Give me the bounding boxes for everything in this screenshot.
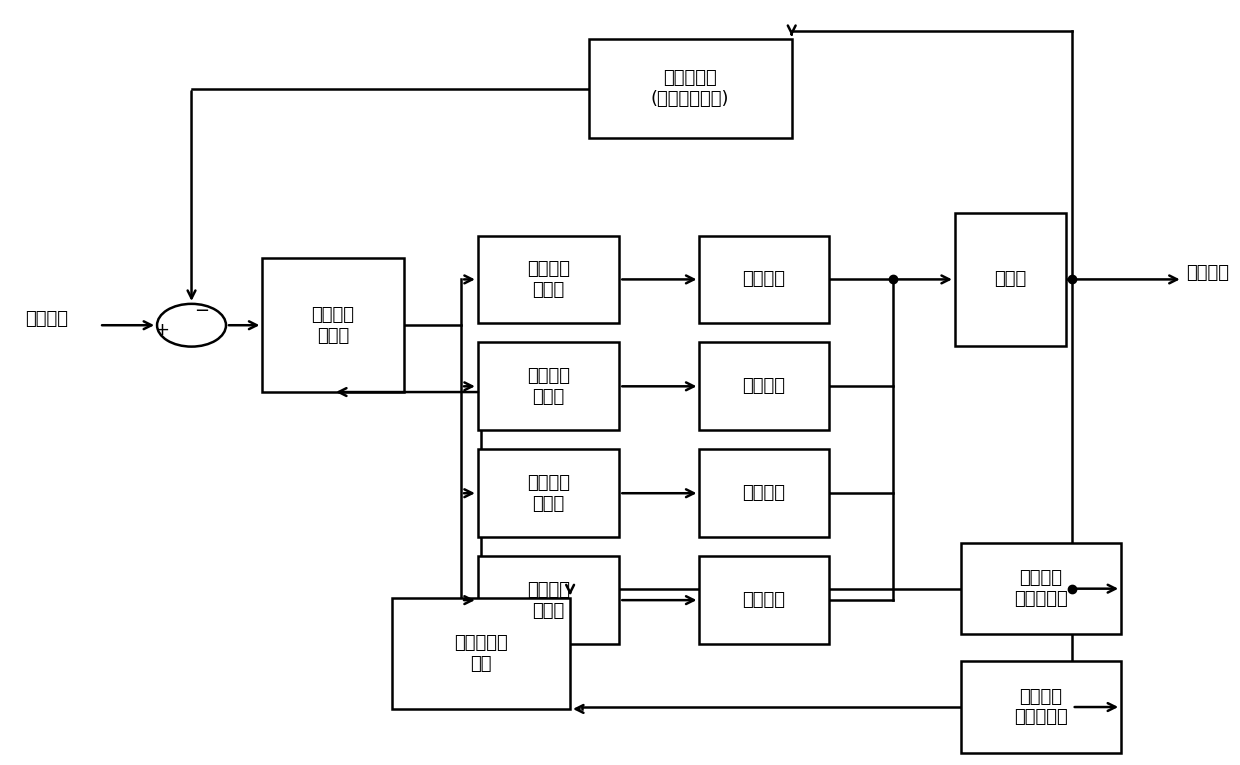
Text: 环冷风机: 环冷风机 <box>743 270 785 288</box>
FancyBboxPatch shape <box>699 343 828 430</box>
Text: 环冷风机
控制器: 环冷风机 控制器 <box>311 306 355 344</box>
Text: +: + <box>155 321 170 339</box>
FancyBboxPatch shape <box>477 556 619 644</box>
Text: 漏风检测服
务器: 漏风检测服 务器 <box>454 634 507 673</box>
Text: 环冷风机
变频器: 环冷风机 变频器 <box>527 260 570 299</box>
FancyBboxPatch shape <box>589 39 791 138</box>
Text: 环冷机: 环冷机 <box>994 270 1027 288</box>
FancyBboxPatch shape <box>263 259 404 392</box>
Text: 风量检测仪
(每台风机一个): 风量检测仪 (每台风机一个) <box>651 69 729 108</box>
FancyBboxPatch shape <box>477 236 619 324</box>
Text: 环冷风量: 环冷风量 <box>1187 264 1229 282</box>
Text: 环冷风机
变频器: 环冷风机 变频器 <box>527 474 570 513</box>
FancyBboxPatch shape <box>477 449 619 537</box>
Text: 环冷风机
变频器: 环冷风机 变频器 <box>527 367 570 405</box>
FancyBboxPatch shape <box>392 598 570 709</box>
Text: 环冷风机
变频器: 环冷风机 变频器 <box>527 581 570 620</box>
FancyBboxPatch shape <box>699 236 828 324</box>
Text: −: − <box>193 302 208 321</box>
Text: 环冷风机: 环冷风机 <box>743 591 785 609</box>
Text: 环冷风机: 环冷风机 <box>743 484 785 503</box>
Text: 风机声音
信号采集器: 风机声音 信号采集器 <box>1014 688 1068 727</box>
FancyBboxPatch shape <box>477 343 619 430</box>
Text: 台车声音
信号采集器: 台车声音 信号采集器 <box>1014 569 1068 608</box>
FancyBboxPatch shape <box>961 661 1121 753</box>
FancyBboxPatch shape <box>699 556 828 644</box>
FancyBboxPatch shape <box>955 213 1065 347</box>
FancyBboxPatch shape <box>961 543 1121 634</box>
Text: 计算风量: 计算风量 <box>25 310 68 328</box>
Text: 环冷风机: 环冷风机 <box>743 377 785 396</box>
FancyBboxPatch shape <box>699 449 828 537</box>
